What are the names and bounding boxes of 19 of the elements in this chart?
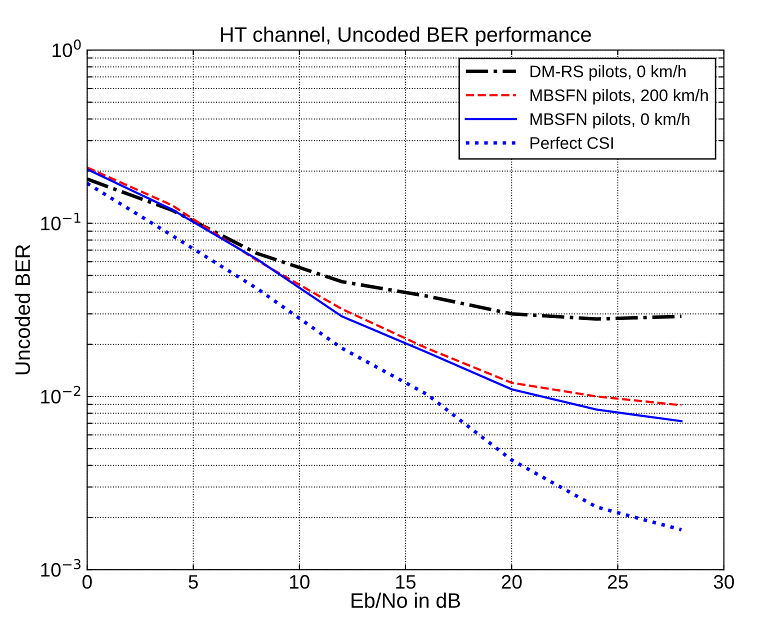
x-tick-label: 5: [188, 575, 198, 589]
x-tick-label: 20: [502, 575, 522, 589]
y-tick-label: 10$^{−1}$: [41, 212, 80, 230]
legend-label: MBSFN pilots, 200 km/h: [530, 88, 708, 104]
x-tick-label: 10: [290, 575, 310, 589]
legend-label: MBSFN pilots, 0 km/h: [530, 112, 690, 128]
chart-title: HT channel, Uncoded BER performance: [220, 26, 591, 46]
x-tick-label: 0: [82, 575, 92, 589]
legend-label: DM-RS pilots, 0 km/h: [530, 65, 686, 81]
x-axis-title: Eb/No in dB: [352, 592, 460, 608]
x-tick-label: 15: [396, 575, 416, 589]
x-tick-label: 30: [714, 575, 734, 589]
y-tick-label: 10$^{0}$: [52, 39, 81, 58]
legend-label: Perfect CSI: [530, 136, 613, 149]
line-series: [87, 182, 684, 532]
y-tick-label: 10$^{−2}$: [41, 386, 80, 404]
y-axis-title: Uncoded BER: [14, 244, 30, 374]
y-tick-label: 10$^{−3}$: [41, 559, 81, 577]
x-tick-label: 25: [608, 575, 628, 589]
